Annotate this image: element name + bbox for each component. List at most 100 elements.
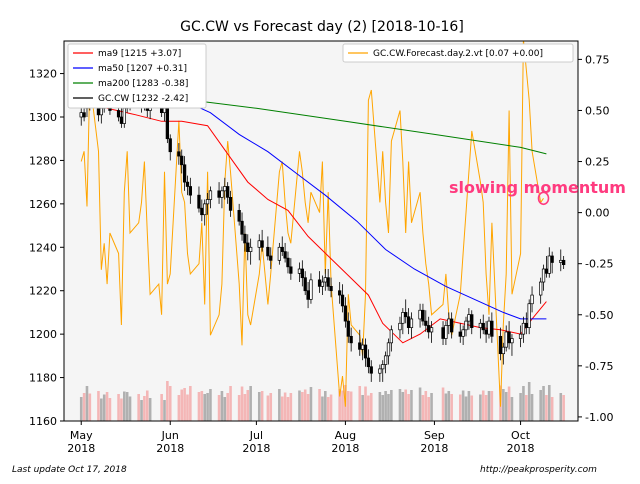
volume-bar	[97, 391, 100, 421]
candle-body	[283, 251, 287, 259]
volume-bar	[269, 393, 273, 421]
candle-body	[421, 309, 425, 322]
volume-bar	[346, 391, 350, 421]
candle-body	[518, 333, 523, 339]
volume-bar	[180, 389, 184, 421]
candle-body	[381, 364, 385, 370]
legend-right-box	[342, 43, 574, 63]
candle-body	[326, 277, 330, 287]
volume-bar	[137, 394, 140, 421]
volume-bar	[148, 398, 152, 421]
volume-bar	[404, 389, 408, 421]
volume-bar	[105, 392, 109, 421]
candle-body	[447, 318, 451, 326]
candle-body	[286, 257, 290, 268]
x-tick-label-year: 2018	[67, 442, 95, 455]
y-right-tick-label: -0.25	[585, 258, 613, 271]
candle-body	[220, 190, 224, 198]
annotation-slowing-momentum: slowing momentum	[449, 178, 626, 197]
x-tick-label-month: Aug	[335, 429, 356, 442]
legend-left-box	[67, 43, 207, 109]
candle-body	[122, 107, 126, 124]
volume-bar	[117, 394, 120, 421]
volume-bar	[289, 393, 293, 421]
candle-body	[498, 335, 503, 355]
y-left-tick-label: 1180	[29, 372, 57, 385]
x-tick-label-month: Jun	[161, 429, 179, 442]
volume-bar	[384, 391, 387, 421]
y-left-tick-label: 1200	[29, 328, 57, 341]
candle-body	[329, 286, 333, 292]
y-right-tick-label: 0.75	[585, 53, 610, 66]
candle-body	[228, 196, 233, 211]
volume-bar	[441, 387, 445, 421]
y-left-tick-label: 1240	[29, 241, 57, 254]
volume-bar	[237, 395, 241, 421]
candle-body	[119, 116, 124, 124]
legend-label-ma50: ma50 [1207 +0.31]	[98, 64, 187, 74]
candle-body	[363, 344, 368, 359]
volume-bar	[79, 397, 83, 421]
volume-bar	[550, 397, 554, 421]
y-left-tick-label: 1220	[29, 285, 57, 298]
candle-body	[246, 242, 250, 252]
candle-body	[510, 338, 514, 344]
candle-body	[223, 186, 227, 192]
volume-bar	[418, 387, 422, 421]
volume-bar	[364, 386, 367, 421]
candle-body	[116, 110, 121, 118]
volume-bar	[177, 395, 181, 421]
volume-bar	[458, 394, 462, 421]
candle-body	[470, 314, 474, 328]
candle-body	[323, 277, 327, 283]
volume-bar	[246, 390, 250, 421]
candle-body	[340, 294, 345, 307]
volume-bar	[461, 390, 465, 421]
volume-bar	[88, 393, 92, 421]
volume-bar	[326, 397, 330, 421]
volume-bar	[306, 394, 310, 421]
volume-bar	[125, 392, 129, 421]
volume-bar	[229, 386, 232, 421]
volume-bar	[278, 389, 281, 421]
candle-body	[404, 312, 408, 318]
candle-body	[197, 194, 201, 209]
candlesticks	[79, 86, 566, 382]
candle-body	[481, 322, 485, 331]
volume-bar	[223, 397, 227, 421]
candle-body	[317, 279, 322, 287]
x-tick-label-month: Oct	[511, 429, 531, 442]
x-tick-label-month: Jul	[249, 429, 263, 442]
candle-body	[243, 233, 247, 244]
volume-bar	[85, 386, 89, 421]
candle-body	[203, 203, 207, 216]
volume-bar	[160, 394, 163, 421]
volume-bar	[321, 396, 324, 421]
candle-body	[257, 240, 261, 248]
volume-bar	[280, 396, 284, 421]
y-right-tick-label: 0.25	[585, 156, 610, 169]
candle-body	[544, 268, 549, 274]
volume-bar	[504, 392, 508, 421]
candle-body	[444, 325, 448, 339]
volume-bar	[430, 393, 433, 421]
series-line-forecast	[80, 41, 544, 407]
candle-body	[424, 320, 428, 326]
candle-body	[168, 138, 172, 153]
volume-bar	[530, 394, 534, 421]
candle-body	[484, 329, 488, 335]
volume-bar	[421, 395, 425, 421]
volume-bar	[547, 385, 551, 421]
volume-bar	[545, 395, 548, 421]
candle-body	[409, 318, 414, 328]
volume-bar	[163, 400, 166, 421]
candle-body	[82, 112, 86, 118]
volume-bar	[510, 397, 514, 421]
volume-bar	[100, 398, 103, 421]
volume-bar	[329, 394, 333, 421]
volume-bar	[303, 389, 307, 421]
volume-bar	[502, 389, 505, 421]
candle-body	[180, 155, 184, 166]
candle-body	[366, 357, 371, 368]
